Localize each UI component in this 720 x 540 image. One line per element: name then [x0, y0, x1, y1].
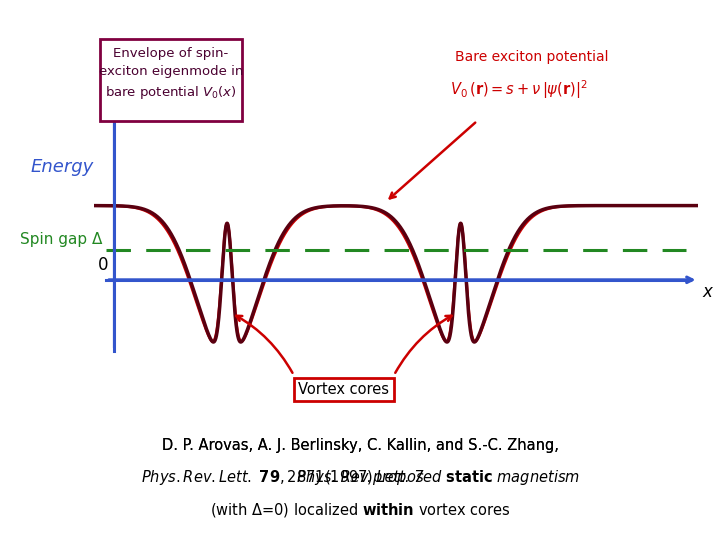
Text: D. P. Arovas, A. J. Berlinsky, C. Kallin, and S.-C. Zhang,: D. P. Arovas, A. J. Berlinsky, C. Kallin… [161, 438, 559, 453]
Text: Bare exciton potential: Bare exciton potential [455, 50, 608, 64]
Text: $\it{Phys. Rev. Lett.}$ $\mathbf{79}$$\it{, 2871 (1997) proposed}$ $\mathbf{stat: $\it{Phys. Rev. Lett.}$ $\mathbf{79}$$\i… [140, 468, 580, 488]
Text: (with $\Delta$=0) localized $\mathbf{within}$ vortex cores: (with $\Delta$=0) localized $\mathbf{wit… [210, 501, 510, 519]
Text: D. P. Arovas, A. J. Berlinsky, C. Kallin, and S.-C. Zhang,: D. P. Arovas, A. J. Berlinsky, C. Kallin… [161, 438, 559, 453]
Text: 0: 0 [98, 256, 108, 274]
FancyBboxPatch shape [100, 39, 242, 121]
Text: $V_0\,(\mathbf{r}) = s + \nu\,|\psi(\mathbf{r})|^2$: $V_0\,(\mathbf{r}) = s + \nu\,|\psi(\mat… [450, 78, 588, 101]
Text: Phys. Rev. Lett. 7: Phys. Rev. Lett. 7 [297, 470, 423, 485]
Text: Envelope of spin-
exciton eigenmode in
bare potential $V_0(x)$: Envelope of spin- exciton eigenmode in b… [99, 46, 243, 100]
Text: Spin gap Δ: Spin gap Δ [19, 232, 102, 247]
Text: Vortex cores: Vortex cores [298, 382, 390, 397]
Text: Energy: Energy [30, 158, 94, 176]
Text: x: x [703, 284, 713, 301]
